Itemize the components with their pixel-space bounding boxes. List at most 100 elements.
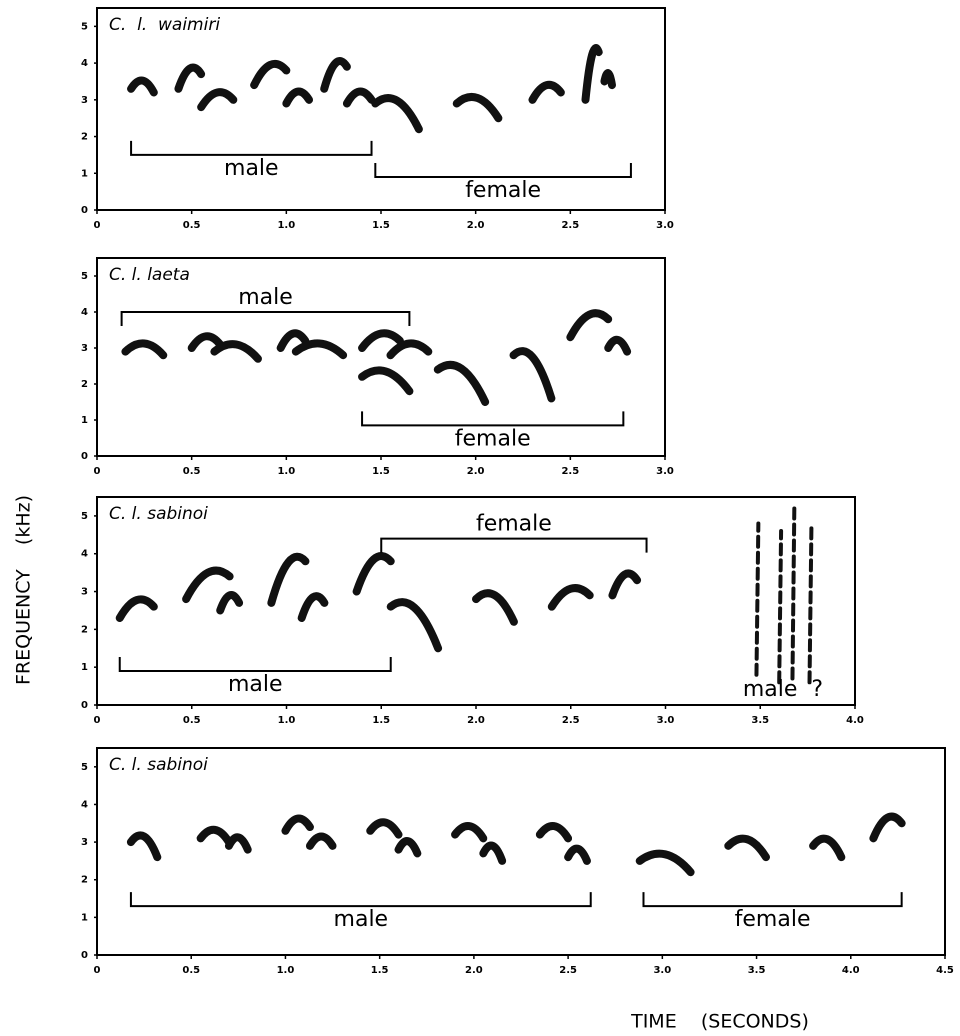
bracket: [118, 656, 392, 672]
x-tick-label: 0.5: [182, 965, 200, 976]
syllable: [267, 552, 310, 607]
syllable: [724, 834, 770, 862]
y-tick-label: 5: [81, 762, 88, 773]
syllable: [386, 339, 433, 360]
y-tick-label: 1: [81, 168, 88, 179]
syllable: [451, 822, 488, 843]
bracket: [380, 537, 648, 553]
syllable: [358, 329, 404, 352]
x-tick-label: 0: [94, 715, 101, 726]
x-tick-label: 2.0: [467, 220, 485, 231]
y-tick-label: 5: [81, 271, 88, 282]
syllable: [305, 832, 337, 850]
y-tick-label: 0: [81, 950, 88, 961]
y-axis-label: FREQUENCY (kHz): [13, 495, 35, 685]
syllable: [604, 335, 632, 356]
syllable: [250, 59, 291, 90]
plot-frame: [96, 7, 666, 211]
y-tick-label: 5: [81, 21, 88, 32]
bracket-label: female: [476, 512, 552, 537]
x-tick-label: 2.5: [561, 220, 579, 231]
x-tick-label: 1.0: [278, 715, 296, 726]
y-tick-label: 3: [81, 587, 88, 598]
x-tick-label: 2.0: [467, 715, 485, 726]
syllable: [600, 69, 616, 90]
syllable: [754, 521, 761, 677]
x-tick-label: 4.5: [936, 965, 954, 976]
syllable: [777, 529, 784, 685]
y-tick-label: 2: [81, 875, 88, 886]
y-tick-label: 0: [81, 205, 88, 216]
syllable: [528, 80, 565, 104]
x-tick-label: 3.0: [653, 965, 671, 976]
syllable: [433, 360, 490, 406]
syllable: [224, 833, 252, 854]
x-tick-label: 0: [94, 466, 101, 477]
x-tick-label: 4.0: [846, 715, 864, 726]
syllable: [297, 592, 329, 623]
syllable: [210, 340, 262, 363]
syllable: [182, 566, 234, 604]
bracket: [120, 311, 411, 326]
x-tick-label: 1.5: [372, 715, 390, 726]
bracket: [374, 162, 632, 178]
bracket: [129, 892, 592, 908]
panel-title: C. l. sabinoi: [109, 504, 208, 524]
x-tick-label: 0.5: [183, 220, 201, 231]
x-tick-label: 2.0: [467, 466, 485, 477]
x-tick-label: 2.5: [561, 466, 579, 477]
bracket-label: male: [224, 156, 279, 181]
syllable: [281, 814, 314, 835]
syllable: [320, 57, 351, 93]
syllable: [635, 849, 695, 877]
bracket: [130, 140, 373, 156]
y-tick-label: 1: [81, 912, 88, 923]
bracket-label: male: [238, 285, 293, 310]
x-tick-label: 3.5: [748, 965, 766, 976]
syllable: [547, 584, 594, 611]
syllable: [352, 552, 395, 596]
bracket-label: female: [465, 178, 541, 203]
syllable: [276, 329, 310, 352]
x-tick-label: 4.0: [842, 965, 860, 976]
syllable: [608, 569, 642, 600]
annotation: male ?: [743, 677, 823, 702]
syllable: [394, 837, 422, 858]
syllable: [291, 339, 348, 360]
y-tick-label: 2: [81, 379, 88, 390]
bracket-label: female: [455, 426, 531, 451]
x-tick-label: 1.5: [372, 220, 390, 231]
syllable: [452, 92, 503, 123]
x-tick-label: 0.5: [183, 466, 201, 477]
x-tick-label: 1.0: [277, 965, 295, 976]
syllable: [472, 589, 518, 626]
syllable: [358, 366, 414, 396]
bracket-label: female: [735, 907, 811, 932]
x-tick-label: 3.0: [657, 715, 675, 726]
y-tick-label: 3: [81, 837, 88, 848]
y-tick-label: 4: [81, 307, 88, 318]
syllable: [115, 595, 158, 623]
x-tick-label: 3.5: [751, 715, 769, 726]
syllable: [790, 502, 797, 681]
syllable: [566, 309, 613, 342]
y-tick-label: 1: [81, 415, 88, 426]
syllable: [196, 825, 233, 847]
y-tick-label: 3: [81, 95, 88, 106]
y-tick-label: 1: [81, 662, 88, 673]
syllable: [509, 347, 556, 403]
panel-title: C. l. laeta: [109, 265, 190, 285]
y-tick-label: 3: [81, 343, 88, 354]
syllable: [216, 591, 244, 615]
y-tick-label: 4: [81, 58, 88, 69]
syllable: [535, 822, 573, 843]
syllable: [809, 834, 846, 862]
x-tick-label: 3.0: [656, 466, 674, 477]
syllable: [479, 841, 507, 865]
x-axis-label: TIME (SECONDS): [630, 1011, 809, 1033]
syllable: [342, 87, 376, 108]
bracket-label: male: [334, 907, 389, 932]
syllable: [126, 831, 162, 862]
bracket: [361, 411, 625, 427]
